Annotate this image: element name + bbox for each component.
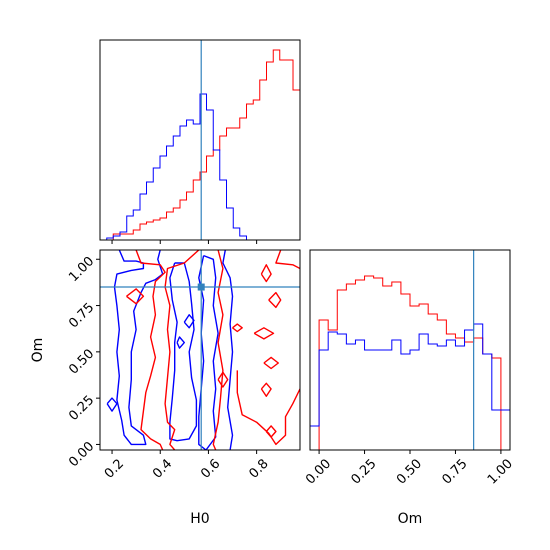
contour-line-blue xyxy=(106,397,118,412)
panel-frame xyxy=(99,249,301,451)
contour-line-red xyxy=(268,291,282,309)
contour-line-blue xyxy=(222,250,234,450)
x-tick-label: 0.25 xyxy=(349,456,380,487)
histogram-series-blue xyxy=(310,323,510,450)
contour-line-red xyxy=(217,371,229,388)
x-axis-label: Om xyxy=(398,511,423,527)
contour-line-blue xyxy=(183,314,195,329)
x-tick-label: 1.00 xyxy=(485,456,516,487)
histogram-series-blue xyxy=(100,93,300,240)
histogram-series-red xyxy=(100,49,300,240)
x-tick-label: 0.50 xyxy=(394,456,425,487)
panel-hist_Om: 0.00 0.25 0.50 0.75 1.00 Om xyxy=(303,250,516,527)
x-tick-label: 0.75 xyxy=(439,456,470,487)
contour-line-red xyxy=(232,323,243,333)
contour-line-red xyxy=(126,288,145,305)
corner-plot-root: 0.2 0.4 0.6 0.8 0.00 0.25 0.50 0.75 1.00 Om H0 0.00… xyxy=(30,39,516,527)
y-tick-label: 0.00 xyxy=(66,439,97,470)
panel-frame xyxy=(99,39,301,241)
contour-line-blue xyxy=(176,336,185,349)
y-tick-label: 0.75 xyxy=(66,300,97,331)
x-axis-label: H0 xyxy=(190,511,209,527)
x-tick-label: 0.4 xyxy=(150,456,175,481)
y-axis-label: Om xyxy=(30,338,46,363)
contour-line-blue xyxy=(113,250,164,446)
contour-line-red xyxy=(164,250,200,450)
y-tick-label: 0.25 xyxy=(66,393,97,424)
x-tick-label: 0.2 xyxy=(102,456,127,481)
contour-line-red xyxy=(260,382,272,397)
panel-frame xyxy=(309,249,511,451)
contour-line-red xyxy=(275,250,300,270)
contour-line-red xyxy=(263,356,279,370)
contour-line-red xyxy=(236,370,300,446)
contour-line-red xyxy=(265,425,277,438)
x-tick-label: 0.6 xyxy=(198,456,223,481)
contour-line-red xyxy=(135,250,166,450)
contour-line-red xyxy=(253,327,275,340)
histogram-series-red xyxy=(310,275,510,450)
y-tick-label: 1.00 xyxy=(66,254,97,285)
contour-line-red xyxy=(212,250,224,450)
x-tick-label: 0.00 xyxy=(303,456,334,487)
contour-line-red xyxy=(260,264,272,283)
panel-hist_H0 xyxy=(100,40,300,244)
contour-line-blue xyxy=(169,262,198,442)
panel-contour_H0_Om: 0.2 0.4 0.6 0.8 0.00 0.25 0.50 0.75 1.00 Om H0 xyxy=(30,250,300,527)
y-tick-label: 0.50 xyxy=(66,347,97,378)
truth-marker xyxy=(197,283,205,291)
x-tick-label: 0.8 xyxy=(246,456,271,481)
